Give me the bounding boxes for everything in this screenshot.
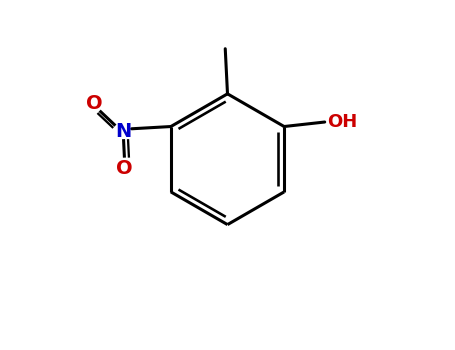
Text: O: O: [116, 159, 133, 177]
Text: OH: OH: [327, 113, 357, 131]
Text: O: O: [86, 94, 102, 113]
Text: N: N: [116, 121, 131, 141]
